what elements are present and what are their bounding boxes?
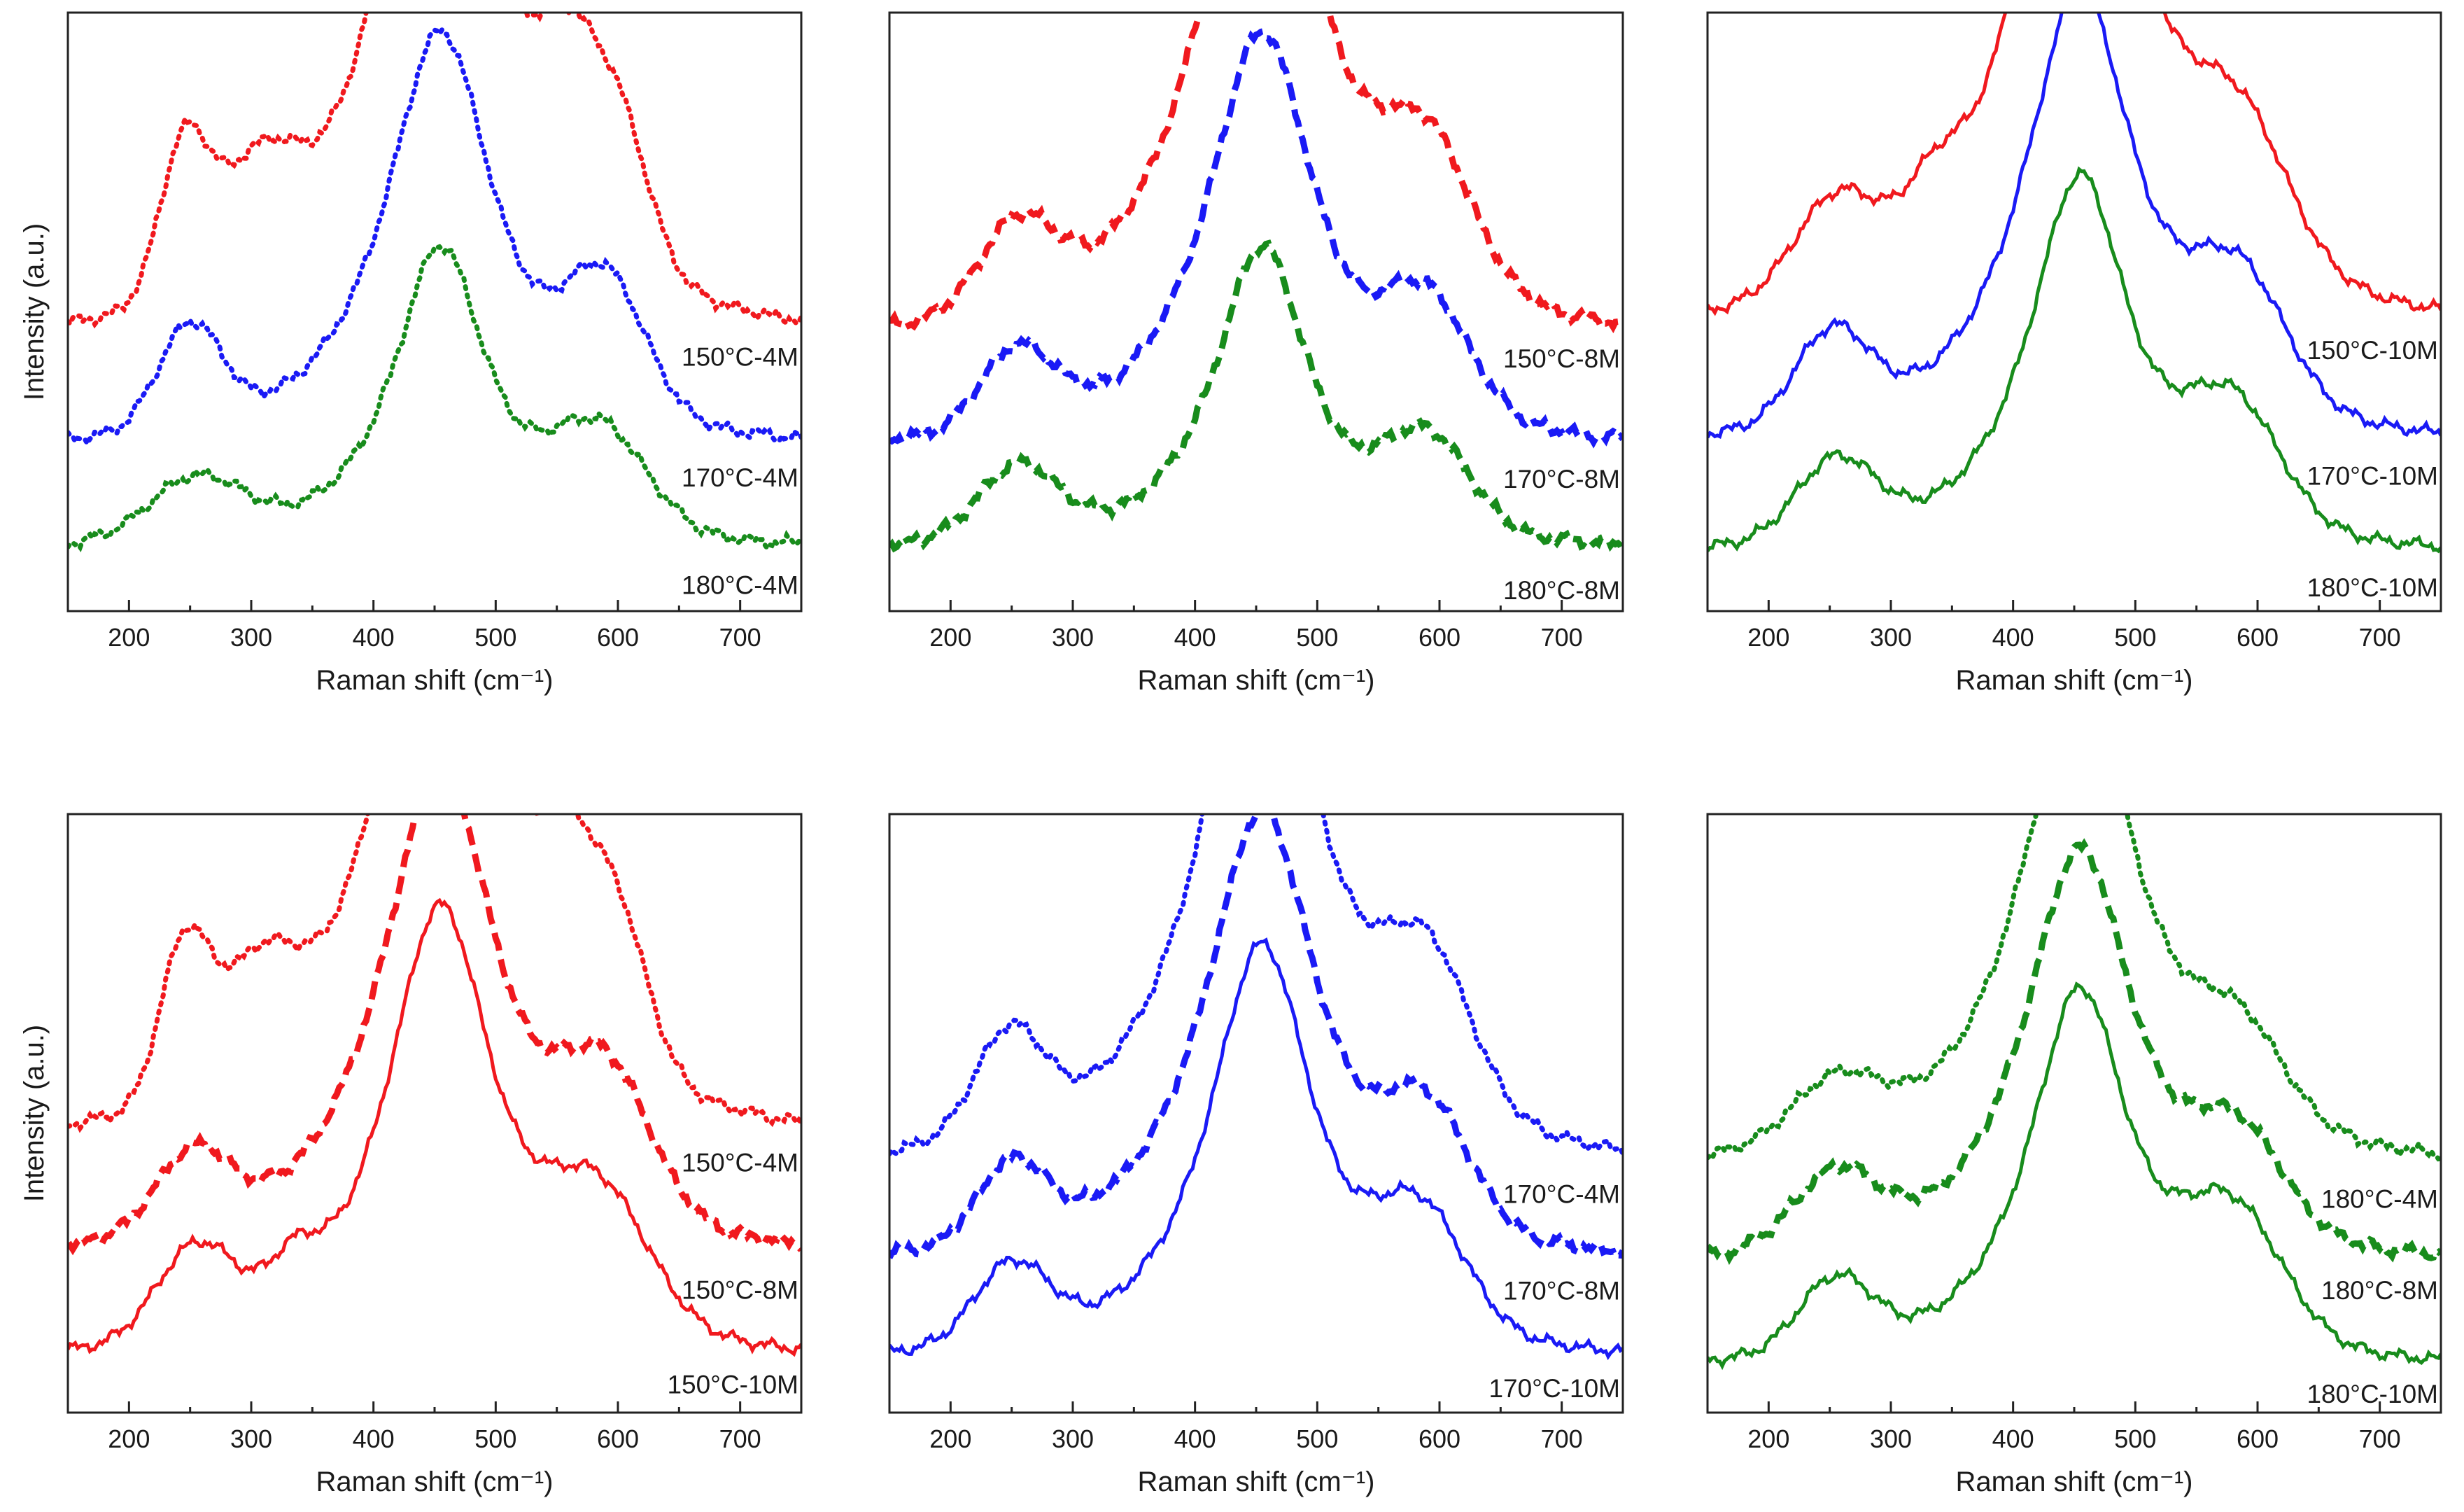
- series-label: 150°C-10M: [667, 1371, 798, 1399]
- x-tick-label: 700: [719, 1424, 761, 1453]
- x-tick-label: 600: [2237, 623, 2279, 652]
- series-label: 150°C-10M: [2307, 336, 2438, 365]
- x-axis-title: Raman shift (cm⁻¹): [1138, 1466, 1375, 1497]
- series-line-170°C-10M: [1708, 13, 2441, 440]
- x-tick-label: 300: [1870, 623, 1912, 652]
- panel-top-right: 200 300 400 500 600 700 Raman shift (cm⁻¹) 150°…: [1706, 11, 2442, 696]
- series-label: 150°C-4M: [682, 343, 798, 372]
- panel-top-middle: 200 300 400 500 600 700 Raman shift (cm⁻¹) 150°…: [888, 11, 1624, 696]
- series-label: 150°C-8M: [1503, 344, 1620, 373]
- series-label: 180°C-10M: [2307, 1380, 2438, 1408]
- x-tick-label: 200: [1747, 1424, 1789, 1453]
- series-label: 170°C-4M: [682, 463, 798, 492]
- series-line-150°C-4M: [68, 13, 801, 329]
- series-line-150°C-4M: [68, 814, 801, 1133]
- series-label: 180°C-8M: [2321, 1276, 2438, 1305]
- x-tick-label: 400: [1992, 1424, 2034, 1453]
- x-tick-label: 200: [929, 623, 971, 652]
- series-label: 170°C-4M: [1503, 1180, 1620, 1209]
- x-axis-title: Raman shift (cm⁻¹): [1956, 665, 2193, 696]
- x-tick-label: 600: [597, 623, 639, 652]
- x-axis-title: Raman shift (cm⁻¹): [316, 665, 554, 696]
- series-line-170°C-4M: [68, 25, 801, 449]
- x-tick-label: 400: [1174, 623, 1216, 652]
- series-label: 170°C-8M: [1503, 465, 1620, 493]
- panel-bottom-middle: 200 300 400 500 600 700 Raman shift (cm⁻¹) 170°…: [888, 813, 1624, 1497]
- panel-bottom-left: 200 300 400 500 600 700 Raman shift (cm⁻¹) Inte…: [19, 813, 803, 1497]
- series-line-170°C-8M: [889, 27, 1623, 449]
- x-axis-title: Raman shift (cm⁻¹): [1138, 665, 1375, 696]
- x-axis-title: Raman shift (cm⁻¹): [1956, 1466, 2193, 1497]
- series-line-180°C-10M: [1708, 981, 2441, 1371]
- x-tick-label: 600: [2237, 1424, 2279, 1453]
- series-label: 180°C-4M: [682, 571, 798, 600]
- x-tick-label: 300: [1052, 623, 1094, 652]
- series-label: 180°C-8M: [1503, 576, 1620, 605]
- x-tick-label: 600: [1418, 1424, 1460, 1453]
- series-label: 180°C-4M: [2321, 1184, 2438, 1213]
- y-axis-title: Intensity (a.u.): [19, 1025, 50, 1202]
- series-label: 180°C-10M: [2307, 573, 2438, 602]
- x-tick-label: 500: [1296, 623, 1338, 652]
- panel-bottom-right: 200 300 400 500 600 700 Raman shift (cm⁻¹) 180°…: [1706, 813, 2442, 1497]
- x-tick-label: 200: [108, 1424, 150, 1453]
- x-tick-label: 400: [1174, 1424, 1216, 1453]
- x-tick-label: 200: [929, 1424, 971, 1453]
- y-axis-title: Intensity (a.u.): [19, 223, 50, 400]
- x-tick-label: 600: [1418, 623, 1460, 652]
- x-axis-title: Raman shift (cm⁻¹): [316, 1466, 554, 1497]
- series-line-180°C-4M: [68, 244, 801, 552]
- x-tick-label: 300: [1870, 1424, 1912, 1453]
- series-label: 150°C-4M: [682, 1149, 798, 1177]
- x-tick-label: 400: [353, 1424, 395, 1453]
- plot-frame: [1706, 11, 2442, 612]
- plot-frame: [888, 11, 1624, 612]
- x-tick-label: 500: [1296, 1424, 1338, 1453]
- series-line-150°C-10M: [1708, 13, 2441, 316]
- x-tick-label: 300: [230, 1424, 272, 1453]
- series-label: 150°C-8M: [682, 1276, 798, 1305]
- series-line-180°C-4M: [1708, 814, 2441, 1163]
- x-tick-label: 500: [474, 1424, 516, 1453]
- x-tick-label: 300: [1052, 1424, 1094, 1453]
- x-tick-label: 200: [108, 623, 150, 652]
- x-tick-label: 700: [1541, 1424, 1583, 1453]
- series-line-150°C-10M: [68, 897, 801, 1357]
- x-tick-label: 700: [719, 623, 761, 652]
- series-line-180°C-8M: [889, 239, 1623, 553]
- series-line-170°C-4M: [889, 814, 1623, 1157]
- x-tick-label: 500: [2114, 623, 2156, 652]
- series-line-150°C-8M: [889, 13, 1623, 334]
- x-tick-label: 300: [230, 623, 272, 652]
- series-line-180°C-8M: [1708, 838, 2441, 1266]
- series-line-170°C-8M: [889, 814, 1623, 1264]
- panel-top-left: 200 300 400 500 600 700 Raman shift (cm⁻¹) Inte…: [19, 11, 803, 696]
- x-tick-label: 700: [2359, 623, 2401, 652]
- x-tick-label: 500: [474, 623, 516, 652]
- x-tick-label: 700: [1541, 623, 1583, 652]
- series-line-180°C-10M: [1708, 166, 2441, 554]
- series-label: 170°C-10M: [1488, 1374, 1620, 1403]
- x-tick-label: 700: [2359, 1424, 2401, 1453]
- x-tick-label: 200: [1747, 623, 1789, 652]
- x-tick-label: 600: [597, 1424, 639, 1453]
- plot-frame: [1706, 813, 2442, 1414]
- x-tick-label: 400: [353, 623, 395, 652]
- x-tick-label: 400: [1992, 623, 2034, 652]
- x-tick-label: 500: [2114, 1424, 2156, 1453]
- series-label: 170°C-10M: [2307, 461, 2438, 490]
- series-label: 170°C-8M: [1503, 1277, 1620, 1306]
- series-line-170°C-10M: [889, 937, 1623, 1361]
